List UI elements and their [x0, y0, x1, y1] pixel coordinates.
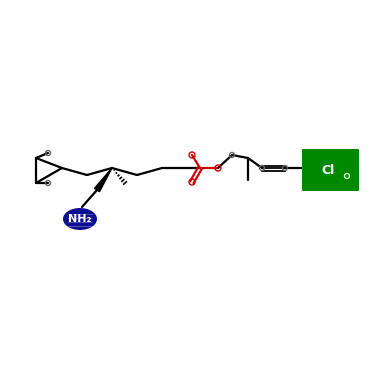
Ellipse shape: [63, 208, 97, 230]
FancyBboxPatch shape: [302, 149, 359, 191]
Text: Cl: Cl: [321, 164, 334, 176]
Polygon shape: [94, 168, 112, 192]
Text: NH₂: NH₂: [68, 214, 92, 224]
